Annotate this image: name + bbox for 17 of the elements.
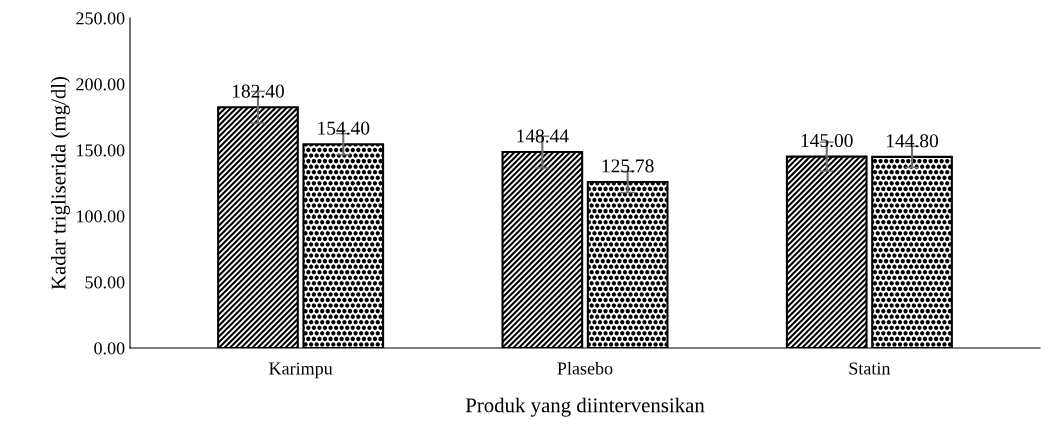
y-tick-label: 150.00 [77, 144, 125, 157]
y-tick-label: 100.00 [77, 210, 125, 223]
y-tick-label: 50.00 [85, 276, 125, 289]
data-label: 145.00 [801, 133, 853, 148]
y-axis-title: Kadar trigliserida (mg/dl) [50, 76, 70, 290]
y-tick-label: 0.00 [94, 342, 125, 355]
data-label: 144.80 [887, 134, 939, 148]
y-tick-label: 250.00 [76, 12, 125, 25]
x-axis-title: Produk yang diintervensikan [465, 397, 705, 417]
data-label: 125.78 [602, 159, 654, 173]
x-tick-label: Plasebo [557, 361, 613, 375]
y-tick-label: 200.00 [76, 78, 125, 91]
x-tick-label: Statin [849, 362, 891, 375]
data-label: 154.40 [318, 121, 370, 135]
data-label: 182.40 [232, 84, 284, 98]
data-label: 148.44 [517, 129, 569, 143]
x-tick-label: Karimpu [269, 362, 333, 379]
